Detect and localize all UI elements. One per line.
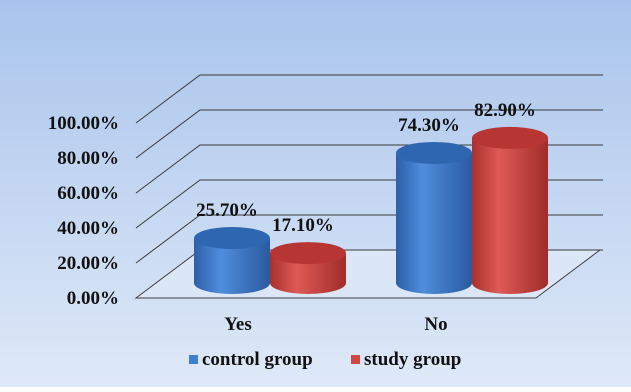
bar <box>396 141 472 294</box>
gridline <box>135 109 603 159</box>
category-label: Yes <box>224 314 251 335</box>
bar <box>270 242 346 294</box>
bar-body <box>472 137 548 294</box>
bar-top <box>396 141 472 164</box>
data-label: 25.70% <box>196 200 258 221</box>
legend-item: study group <box>351 349 461 370</box>
legend-label: control group <box>202 349 313 370</box>
y-axis-tick-labels: 0.00% 20.00% 40.00% 60.00% 80.00% 100.00% <box>48 113 119 309</box>
data-label: 17.10% <box>272 215 334 236</box>
y-tick-label: 80.00% <box>57 148 119 169</box>
legend-item: control group <box>189 349 313 370</box>
data-label: 82.90% <box>474 100 536 121</box>
y-tick-label: 0.00% <box>67 288 119 309</box>
x-axis-category-labels: Yes No <box>224 314 447 335</box>
legend-label: study group <box>364 349 461 370</box>
data-label: 74.30% <box>398 115 460 136</box>
gridline <box>135 144 603 194</box>
bar-body <box>396 152 472 294</box>
legend-swatch <box>189 355 198 364</box>
y-tick-label: 20.00% <box>57 253 119 274</box>
bar <box>194 227 270 294</box>
bar-top <box>270 242 346 265</box>
data-labels: 25.70% 17.10% 74.30% 82.90% <box>196 100 536 236</box>
y-tick-label: 60.00% <box>57 183 119 204</box>
bar-body <box>194 238 270 294</box>
legend: control group study group <box>189 349 461 370</box>
bar <box>472 126 548 294</box>
y-tick-label: 100.00% <box>48 113 119 134</box>
y-tick-label: 40.00% <box>57 218 119 239</box>
bars <box>194 126 548 294</box>
bar-top <box>472 126 548 149</box>
bar-top <box>194 227 270 250</box>
legend-swatch <box>351 355 360 364</box>
bar-body <box>270 253 346 294</box>
gridline <box>135 74 603 124</box>
category-label: No <box>424 314 447 335</box>
